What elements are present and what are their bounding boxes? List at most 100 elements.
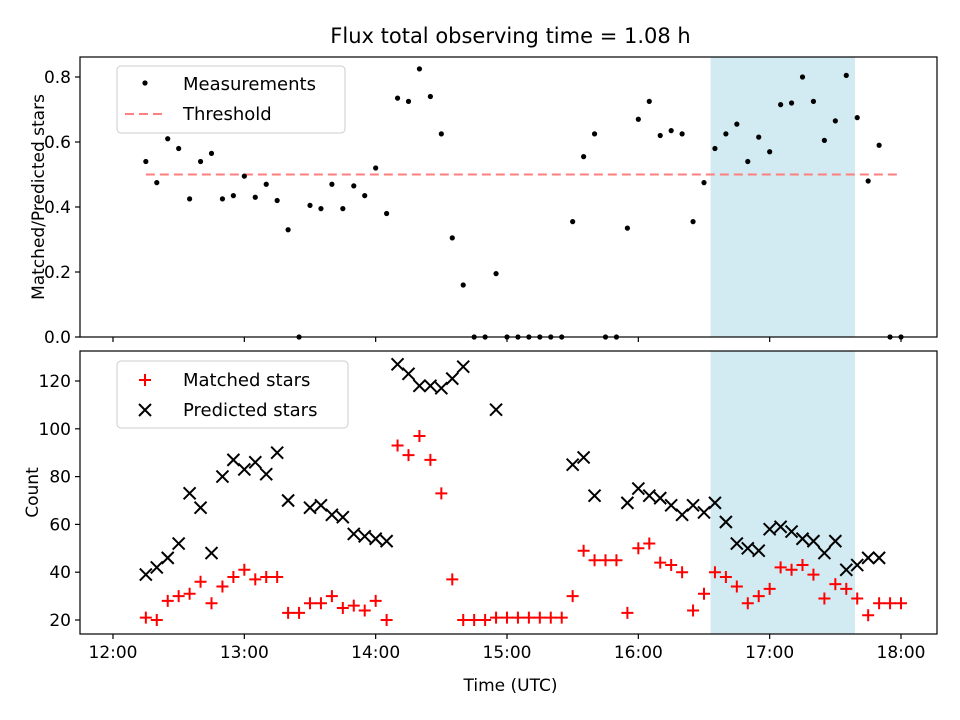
legend-label: Threshold bbox=[182, 104, 272, 125]
data-point bbox=[730, 580, 743, 593]
data-point bbox=[489, 402, 503, 417]
data-point bbox=[171, 536, 186, 551]
data-point bbox=[828, 534, 843, 548]
data-point bbox=[576, 450, 591, 465]
bottom-panel: 20 40 60 80 100 120 12:00 13:00 14:00 15:00 16:00 1… bbox=[23, 350, 938, 696]
data-point bbox=[226, 453, 241, 467]
data-point bbox=[679, 131, 685, 137]
y-tick-label: 0.0 bbox=[44, 328, 71, 348]
data-point bbox=[865, 178, 871, 184]
data-point bbox=[664, 498, 678, 512]
data-point bbox=[854, 115, 860, 121]
y-tick-label: 0.6 bbox=[44, 133, 71, 153]
legend-box bbox=[116, 360, 349, 429]
data-point bbox=[895, 597, 907, 610]
y-tick-label: 20 bbox=[49, 611, 71, 631]
data-point bbox=[187, 196, 193, 202]
data-point bbox=[676, 566, 689, 579]
data-point bbox=[872, 551, 886, 565]
data-point bbox=[390, 357, 405, 371]
data-point bbox=[762, 522, 777, 536]
data-point bbox=[884, 597, 897, 610]
data-point bbox=[767, 149, 773, 155]
data-point bbox=[817, 546, 832, 560]
data-point bbox=[176, 145, 182, 152]
data-point bbox=[752, 590, 765, 603]
y-tick-label: 0.4 bbox=[44, 198, 71, 218]
data-point bbox=[784, 524, 799, 539]
data-point bbox=[555, 611, 568, 624]
data-point bbox=[373, 165, 379, 171]
data-point bbox=[369, 594, 382, 607]
data-point bbox=[423, 379, 438, 393]
data-point bbox=[379, 534, 394, 548]
data-point bbox=[304, 597, 316, 610]
data-point bbox=[303, 500, 317, 515]
data-point bbox=[314, 597, 327, 610]
data-point bbox=[424, 453, 437, 466]
x-tick-label: 13:00 bbox=[220, 643, 269, 663]
data-point bbox=[839, 563, 853, 577]
data-point bbox=[632, 542, 645, 555]
data-point bbox=[325, 508, 339, 522]
legend-label: Predicted stars bbox=[183, 400, 317, 421]
data-point bbox=[591, 131, 598, 137]
x-tick-label: 12:00 bbox=[89, 643, 138, 663]
data-point bbox=[873, 597, 886, 610]
data-point bbox=[325, 590, 338, 603]
top-panel: 0.0 0.2 0.4 0.6 0.8 Flux total observing time… bbox=[29, 24, 938, 348]
data-point bbox=[358, 529, 372, 544]
data-point bbox=[449, 235, 455, 241]
x-tick-label: 14:00 bbox=[351, 643, 400, 663]
data-point bbox=[490, 611, 503, 624]
data-point bbox=[139, 567, 153, 582]
data-point bbox=[314, 498, 328, 512]
data-point bbox=[774, 561, 787, 574]
data-point bbox=[427, 93, 433, 100]
y-tick-label: 120 bbox=[39, 372, 71, 392]
data-point bbox=[358, 604, 371, 617]
data-point bbox=[631, 481, 646, 496]
data-point bbox=[788, 100, 795, 106]
data-point bbox=[401, 367, 416, 381]
data-point bbox=[412, 379, 427, 393]
data-point bbox=[362, 193, 368, 199]
data-point bbox=[565, 457, 580, 472]
data-point bbox=[708, 496, 722, 510]
x-axis-label: Time (UTC) bbox=[463, 676, 558, 696]
data-point bbox=[734, 121, 740, 127]
data-point bbox=[675, 508, 689, 522]
data-point bbox=[456, 359, 470, 374]
data-point bbox=[851, 592, 864, 605]
x-tick-label: 16:00 bbox=[614, 643, 663, 663]
legend: Matched stars Predicted stars bbox=[116, 360, 349, 429]
data-point bbox=[861, 551, 875, 565]
data-point bbox=[274, 197, 280, 204]
data-point bbox=[701, 180, 707, 186]
data-point bbox=[165, 136, 171, 142]
data-point bbox=[862, 609, 875, 622]
y-axis-label: Matched/Predicted stars bbox=[29, 94, 49, 300]
plot-frame bbox=[79, 56, 938, 338]
data-point bbox=[654, 556, 667, 569]
data-point bbox=[271, 570, 284, 583]
y-tick-label: 0.2 bbox=[44, 263, 71, 283]
data-point bbox=[698, 587, 710, 600]
data-point bbox=[434, 381, 449, 395]
data-point bbox=[587, 489, 602, 503]
data-point bbox=[154, 180, 160, 186]
data-point bbox=[194, 575, 207, 588]
data-point bbox=[182, 486, 197, 501]
data-point bbox=[391, 439, 404, 452]
data-point bbox=[665, 559, 678, 572]
data-point bbox=[435, 487, 448, 500]
data-point bbox=[581, 154, 587, 160]
data-point bbox=[138, 403, 152, 417]
data-point bbox=[570, 219, 576, 225]
data-point bbox=[150, 614, 163, 626]
data-point bbox=[610, 554, 623, 567]
data-point bbox=[690, 219, 696, 225]
data-point bbox=[566, 590, 579, 603]
data-point bbox=[445, 371, 459, 386]
